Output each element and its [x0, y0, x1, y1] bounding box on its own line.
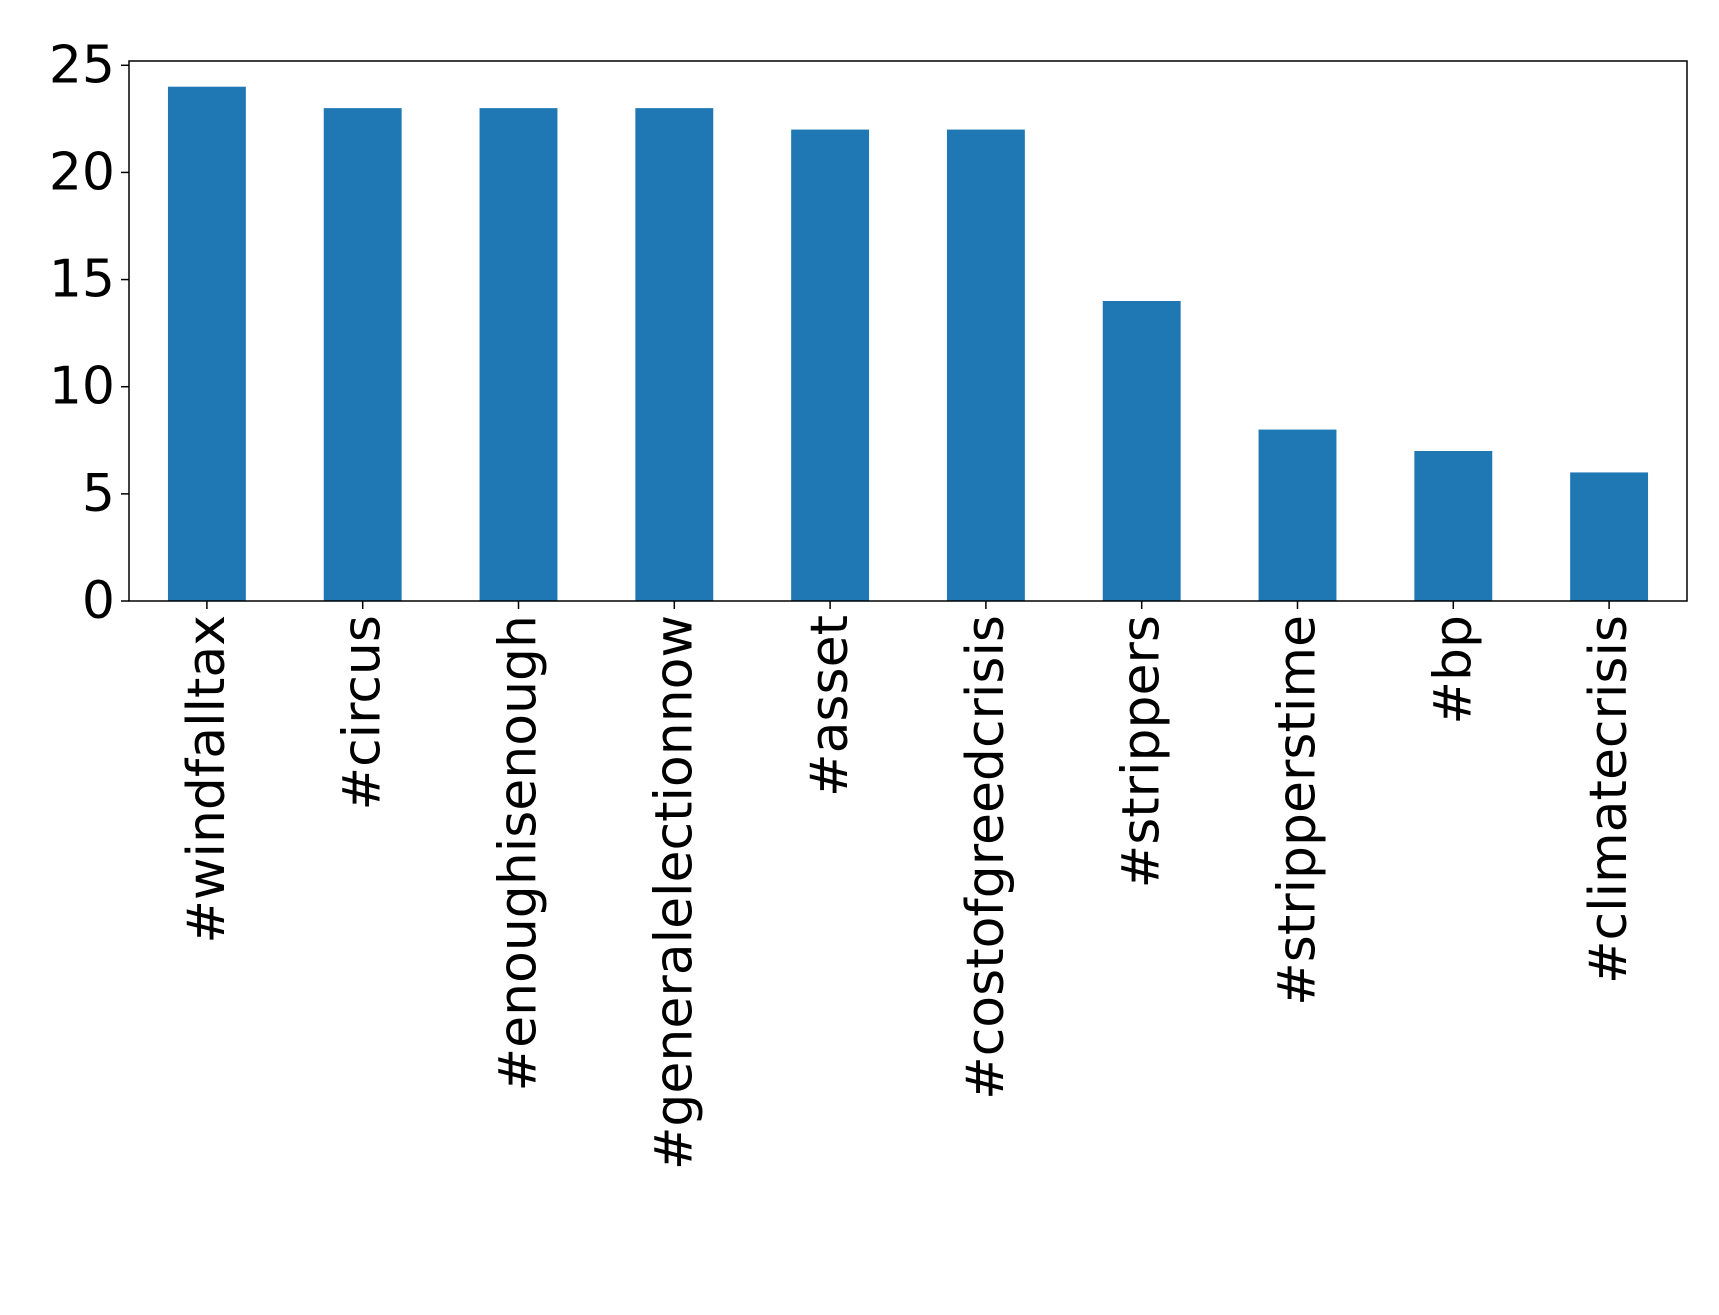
- bar: [167, 86, 246, 601]
- bar: [946, 129, 1025, 602]
- y-tick-label: 25: [49, 35, 115, 95]
- y-tick-label: 5: [82, 464, 115, 524]
- bar: [791, 129, 870, 602]
- bar: [1570, 472, 1649, 601]
- bar: [1414, 451, 1493, 601]
- bar: [323, 108, 402, 602]
- bar: [479, 108, 558, 602]
- y-tick-label: 20: [49, 142, 115, 202]
- bar: [635, 108, 714, 602]
- bar: [1258, 429, 1337, 601]
- x-tick-label: #enoughisenough: [489, 615, 549, 1091]
- x-tick-label: #windfalltax: [177, 615, 237, 944]
- y-tick-label: 10: [49, 357, 115, 417]
- x-tick-label: #strippers: [1112, 615, 1172, 888]
- x-tick-label: #bp: [1423, 615, 1483, 725]
- bar: [1102, 301, 1181, 601]
- y-tick-label: 15: [49, 250, 115, 310]
- x-tick-label: #climatecrisis: [1579, 615, 1639, 984]
- plot-frame: [128, 60, 1688, 602]
- x-tick-label: #generalelectionnow: [644, 615, 704, 1170]
- x-tick-label: #circus: [333, 615, 393, 810]
- y-tick-label: 0: [82, 571, 115, 631]
- x-tick-label: #stripperstime: [1268, 615, 1328, 1006]
- x-tick-label: #costofgreedcrisis: [956, 615, 1016, 1100]
- x-tick-label: #asset: [800, 615, 860, 797]
